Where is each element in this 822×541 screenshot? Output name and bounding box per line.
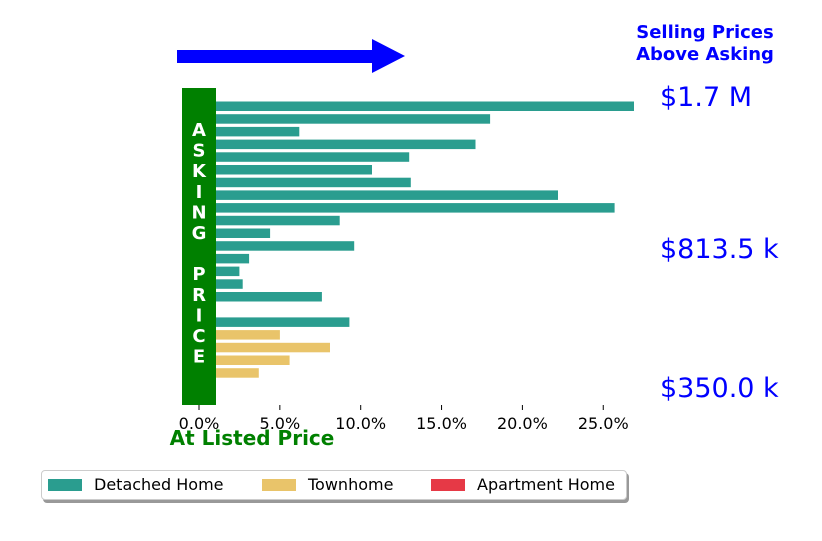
asking-letter: I	[196, 305, 203, 326]
legend-item-townhome: Townhome	[262, 477, 393, 493]
header-line-2: Above Asking	[636, 44, 774, 65]
x-tick-label: 15.0%	[416, 414, 467, 433]
bars-group	[199, 101, 634, 391]
bar-16	[199, 292, 322, 302]
x-tick-label: 10.0%	[335, 414, 386, 433]
bar-20	[199, 342, 330, 353]
asking-letter: N	[191, 202, 206, 223]
bar-15	[199, 279, 243, 289]
bar-11	[199, 228, 271, 238]
x-axis: 0.0% 5.0% 10.0% 15.0% 20.0% 25.0%	[179, 405, 629, 433]
bar-3	[199, 126, 300, 137]
asking-letter: P	[192, 264, 205, 285]
x-tick-label: 0.0%	[179, 414, 220, 433]
legend-item-detached: Detached Home	[48, 477, 224, 493]
legend-swatch-townhome	[262, 479, 296, 491]
header-line-1: Selling Prices	[636, 22, 773, 43]
chart-legend: Detached Home Townhome Apartment Home	[41, 470, 627, 500]
bar-5	[199, 152, 410, 162]
price-label-low: $350.0 k	[660, 373, 779, 404]
asking-letter: A	[192, 120, 206, 141]
bar-19	[199, 330, 280, 340]
x-tick-label: 5.0%	[260, 414, 301, 433]
bar-2	[199, 114, 491, 124]
bar-9	[199, 203, 615, 213]
bar-8	[199, 190, 558, 200]
asking-letter: K	[192, 161, 207, 182]
bar-10	[199, 215, 340, 226]
bar-6	[199, 165, 372, 175]
legend-swatch-detached	[48, 479, 82, 491]
price-label-high: $1.7 M	[660, 82, 752, 113]
asking-letter: R	[192, 285, 206, 306]
asking-letter: G	[192, 223, 207, 244]
legend-label-apartment: Apartment Home	[477, 475, 615, 494]
legend-label-townhome: Townhome	[308, 475, 394, 494]
legend-item-apartment: Apartment Home	[431, 477, 615, 493]
bar-22	[199, 368, 259, 378]
asking-letter: E	[193, 347, 205, 368]
asking-price-bar	[182, 88, 216, 405]
bar-14	[199, 266, 240, 277]
asking-letter: C	[192, 326, 205, 347]
legend-swatch-apartment	[431, 479, 465, 491]
bar-18	[199, 317, 350, 327]
x-tick-label: 20.0%	[497, 414, 548, 433]
bar-12	[199, 241, 355, 251]
asking-letter: S	[193, 141, 206, 162]
x-tick-label: 25.0%	[578, 414, 629, 433]
bar-1	[199, 101, 634, 111]
asking-letter: I	[196, 182, 203, 203]
x-axis-label: At Listed Price	[170, 426, 335, 450]
bar-7	[199, 177, 411, 188]
legend-label-detached: Detached Home	[94, 475, 224, 494]
bar-13	[199, 253, 250, 264]
price-label-mid: $813.5 k	[660, 234, 779, 265]
bar-4	[199, 139, 476, 150]
bar-21	[199, 355, 290, 365]
arrow-right-icon	[177, 39, 405, 73]
